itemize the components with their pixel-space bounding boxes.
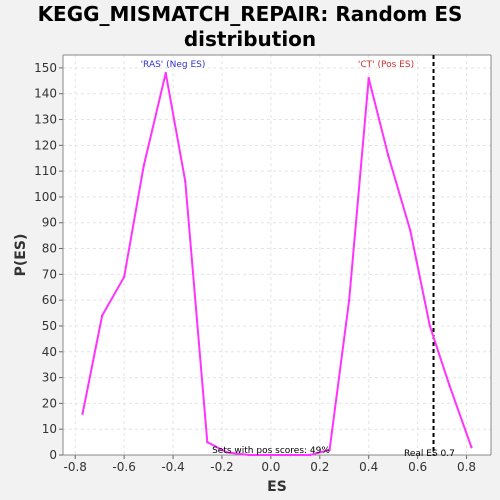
data-point	[387, 154, 390, 157]
x-tick-label: -0.6	[112, 460, 135, 474]
series-points	[81, 71, 473, 457]
y-tick-label: 110	[34, 164, 57, 178]
data-point	[409, 229, 412, 232]
x-tick-label: -0.8	[64, 460, 87, 474]
y-tick-label: 80	[42, 242, 57, 256]
data-point	[428, 324, 432, 328]
y-tick-label: 10	[42, 422, 57, 436]
x-tick-label: 0.6	[408, 460, 427, 474]
x-tick-label: 0.0	[261, 460, 280, 474]
data-point	[269, 453, 273, 457]
data-point	[184, 180, 187, 183]
y-tick-label: 120	[34, 138, 57, 152]
x-tick-label: 0.2	[310, 460, 329, 474]
data-point	[225, 451, 229, 454]
y-tick-label: 70	[42, 267, 57, 281]
y-tick-label: 90	[42, 216, 57, 230]
y-tick-label: 60	[42, 293, 57, 307]
x-axis-label: ES	[267, 479, 287, 495]
data-point	[448, 384, 451, 387]
data-point	[328, 448, 331, 452]
data-point	[100, 314, 104, 317]
data-point	[367, 77, 370, 80]
y-tick-label: 20	[42, 396, 57, 410]
y-tick-label: 100	[34, 190, 57, 204]
y-tick-label: 40	[42, 345, 57, 359]
neg-es-label: 'RAS' (Neg ES)	[141, 60, 206, 70]
data-point	[206, 440, 209, 444]
series-line-0	[81, 72, 473, 456]
data-point	[308, 453, 312, 457]
y-tick-label: 50	[42, 319, 57, 333]
data-point	[470, 446, 473, 449]
y-tick-label: 150	[34, 61, 57, 75]
chart-title: KEGG_MISMATCH_REPAIR: Random ES distribu…	[37, 2, 463, 51]
pos-scores-annotation: Sets with pos scores: 49%	[212, 446, 330, 456]
x-tick-label: -0.4	[161, 460, 184, 474]
y-tick-label: 0	[49, 448, 57, 462]
y-tick-label: 130	[34, 113, 57, 127]
real-es-annotation: Real ES 0.7	[404, 449, 455, 459]
axes: 0 10 20 30 40 50 60 70 80 90 100 110 120 130 140 150 -0.…	[34, 54, 492, 474]
plot-area	[63, 55, 491, 455]
data-point	[247, 453, 251, 457]
x-tick-label: 0.4	[359, 460, 378, 474]
x-tick-label: 0.8	[457, 460, 476, 474]
y-tick-label: 140	[34, 87, 57, 101]
y-axis-label: P(ES)	[13, 234, 29, 277]
data-point	[289, 453, 292, 457]
data-point	[142, 164, 145, 168]
data-point	[164, 71, 167, 75]
data-point	[81, 412, 84, 415]
data-point	[122, 275, 126, 279]
data-point	[347, 298, 351, 302]
y-tick-label: 30	[42, 371, 57, 385]
x-tick-label: -0.2	[210, 460, 233, 474]
pos-es-label: 'CT' (Pos ES)	[358, 60, 414, 70]
